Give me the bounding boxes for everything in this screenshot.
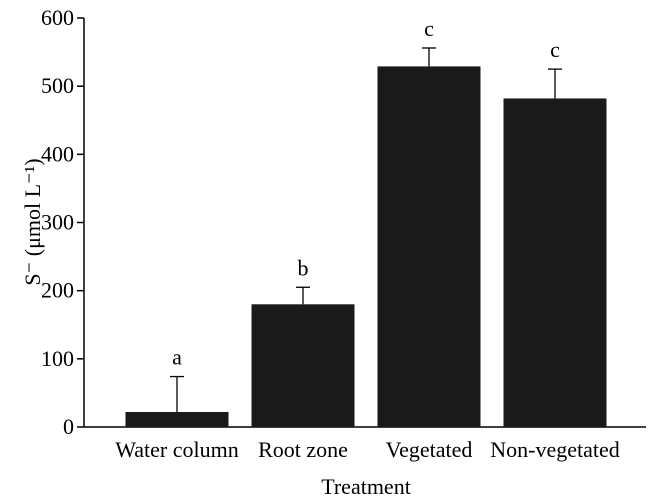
y-tick-label: 300 bbox=[41, 210, 74, 235]
bar bbox=[125, 412, 229, 427]
bar bbox=[251, 304, 355, 427]
y-axis-label: S⁻ (μmol L⁻¹) bbox=[20, 158, 45, 285]
annotation: b bbox=[298, 255, 309, 280]
bar bbox=[377, 66, 481, 428]
y-tick-label: 500 bbox=[41, 73, 74, 98]
y-tick-label: 600 bbox=[41, 5, 74, 30]
y-tick-label: 400 bbox=[41, 141, 74, 166]
annotation: c bbox=[424, 16, 434, 41]
annotation: a bbox=[172, 345, 182, 370]
x-tick-label: Non-vegetated bbox=[490, 437, 620, 462]
annotation: c bbox=[550, 37, 560, 62]
x-axis-label: Treatment bbox=[321, 474, 411, 499]
x-tick-label: Vegetated bbox=[386, 437, 473, 462]
y-tick-label: 100 bbox=[41, 346, 74, 371]
bar bbox=[503, 98, 607, 427]
y-tick-label: 200 bbox=[41, 278, 74, 303]
x-tick-label: Root zone bbox=[258, 437, 348, 462]
x-tick-label: Water column bbox=[115, 437, 238, 462]
y-tick-label: 0 bbox=[63, 414, 74, 439]
